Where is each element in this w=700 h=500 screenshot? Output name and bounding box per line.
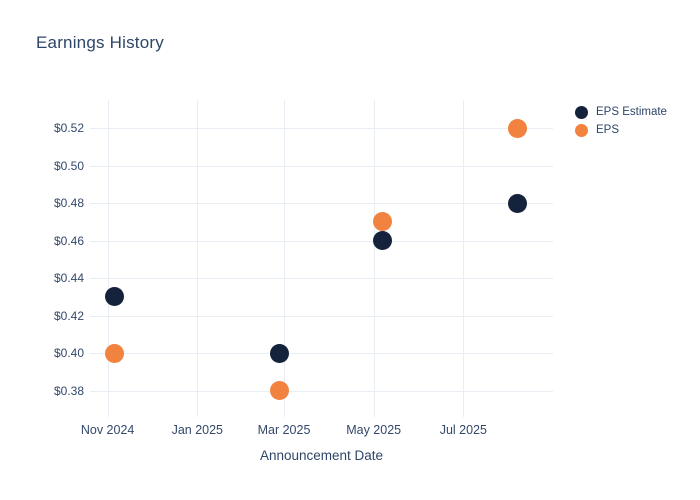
x-gridline bbox=[284, 100, 286, 417]
y-tick-label: $0.52 bbox=[53, 121, 84, 136]
data-point-eps-estimate[interactable] bbox=[270, 343, 290, 363]
legend: EPS Estimate EPS bbox=[575, 105, 667, 137]
data-point-eps[interactable] bbox=[372, 212, 392, 232]
x-tick-label: Nov 2024 bbox=[80, 423, 135, 437]
y-tick-label: $0.40 bbox=[53, 346, 84, 361]
data-point-eps-estimate[interactable] bbox=[105, 287, 125, 307]
y-gridline bbox=[90, 315, 553, 317]
y-gridline bbox=[90, 165, 553, 167]
data-point-eps[interactable] bbox=[270, 381, 290, 401]
legend-label: EPS bbox=[596, 124, 620, 136]
y-gridline bbox=[90, 128, 553, 130]
y-tick-label: $0.44 bbox=[53, 271, 84, 286]
y-gridline bbox=[90, 390, 553, 392]
y-tick-label: $0.48 bbox=[53, 196, 84, 211]
y-gridline bbox=[90, 278, 553, 280]
data-point-eps[interactable] bbox=[105, 343, 125, 363]
x-gridline bbox=[463, 100, 465, 417]
legend-label: EPS Estimate bbox=[596, 106, 667, 118]
x-gridline bbox=[197, 100, 199, 417]
plot-area[interactable] bbox=[90, 100, 553, 417]
legend-item-eps-estimate[interactable]: EPS Estimate bbox=[575, 105, 667, 119]
y-tick-label: $0.38 bbox=[53, 383, 84, 398]
x-tick-label: Jan 2025 bbox=[171, 423, 224, 437]
x-axis-title: Announcement Date bbox=[259, 448, 384, 463]
y-gridline bbox=[90, 240, 553, 242]
x-gridline bbox=[373, 100, 375, 417]
y-tick-label: $0.42 bbox=[53, 308, 84, 323]
data-point-eps-estimate[interactable] bbox=[372, 231, 392, 251]
legend-swatch-icon bbox=[575, 105, 588, 119]
x-tick-label: May 2025 bbox=[346, 423, 402, 437]
chart-title: Earnings History bbox=[36, 33, 164, 52]
data-point-eps[interactable] bbox=[508, 118, 528, 138]
x-gridline bbox=[107, 100, 109, 417]
x-tick-label: Mar 2025 bbox=[257, 423, 311, 437]
x-tick-label: Jul 2025 bbox=[439, 423, 487, 437]
y-tick-label: $0.50 bbox=[53, 158, 84, 173]
data-point-eps-estimate[interactable] bbox=[508, 193, 528, 213]
y-gridline bbox=[90, 353, 553, 355]
y-tick-label: $0.46 bbox=[53, 233, 84, 248]
legend-item-eps[interactable]: EPS bbox=[575, 123, 667, 137]
y-gridline bbox=[90, 203, 553, 205]
legend-swatch-icon bbox=[575, 123, 588, 137]
